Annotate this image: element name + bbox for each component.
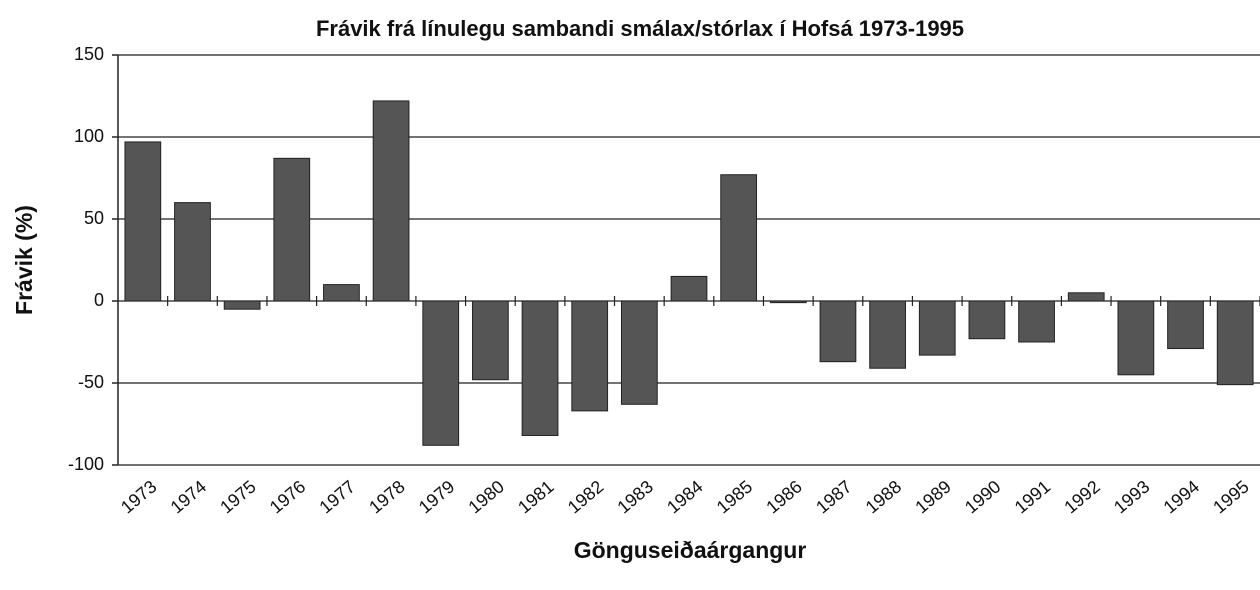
x-tick-label: 1991: [1011, 476, 1055, 517]
x-tick-label: 1976: [266, 476, 310, 517]
bar: [521, 300, 559, 436]
x-tick-label: 1987: [812, 476, 856, 517]
bar: [819, 300, 857, 363]
x-tick-label: 1982: [564, 476, 608, 517]
bar: [670, 275, 708, 302]
bar: [1167, 300, 1204, 350]
x-tick-label: 1990: [961, 476, 1005, 517]
bar: [223, 300, 261, 310]
bar: [124, 141, 162, 302]
bar: [968, 300, 1006, 340]
bar: [869, 300, 906, 369]
x-tick-label: 1981: [514, 476, 558, 517]
bar: [620, 300, 658, 405]
bar: [1067, 292, 1105, 302]
bar: [918, 300, 956, 356]
x-tick-label: 1974: [167, 476, 211, 517]
bar: [273, 157, 311, 302]
x-tick-label: 1978: [365, 476, 409, 517]
x-tick-label: 1992: [1060, 476, 1104, 517]
x-tick-label: 1985: [713, 476, 757, 517]
y-tick-label: 50: [84, 208, 104, 228]
bar: [769, 300, 807, 304]
bar: [1216, 300, 1254, 386]
y-tick-label: -50: [78, 372, 104, 392]
x-tick-label: 1995: [1209, 476, 1253, 517]
y-tick-label: 100: [74, 126, 104, 146]
x-tick-label: 1993: [1110, 476, 1154, 517]
x-axis-title: Gönguseiðaárgangur: [574, 537, 807, 563]
x-tick-label: 1988: [862, 476, 906, 517]
bar: [720, 174, 758, 302]
x-tick-label: 1984: [663, 476, 707, 517]
bar: [372, 100, 410, 302]
bar: [1117, 300, 1155, 376]
x-tick-label: 1973: [117, 476, 161, 517]
bar: [422, 300, 460, 446]
bar: [174, 202, 211, 302]
x-tick-label: 1980: [464, 476, 508, 517]
x-tick-label: 1983: [613, 476, 657, 517]
x-tick-label: 1979: [415, 476, 459, 517]
x-tick-label: 1977: [316, 476, 360, 517]
bar: [571, 300, 609, 412]
bar: [1018, 300, 1055, 343]
x-tick-label: 1986: [762, 476, 806, 517]
y-tick-label: 150: [74, 44, 104, 64]
x-tick-label: 1975: [216, 476, 260, 517]
x-tick-label: 1989: [911, 476, 955, 517]
bar: [323, 284, 360, 302]
y-axis-title: Frávik (%): [11, 205, 37, 315]
y-tick-label: 0: [94, 290, 104, 310]
y-tick-label: -100: [68, 454, 104, 474]
chart-title: Frávik frá línulegu sambandi smálax/stór…: [316, 16, 964, 41]
x-tick-label: 1994: [1160, 476, 1204, 517]
bar: [472, 300, 509, 381]
